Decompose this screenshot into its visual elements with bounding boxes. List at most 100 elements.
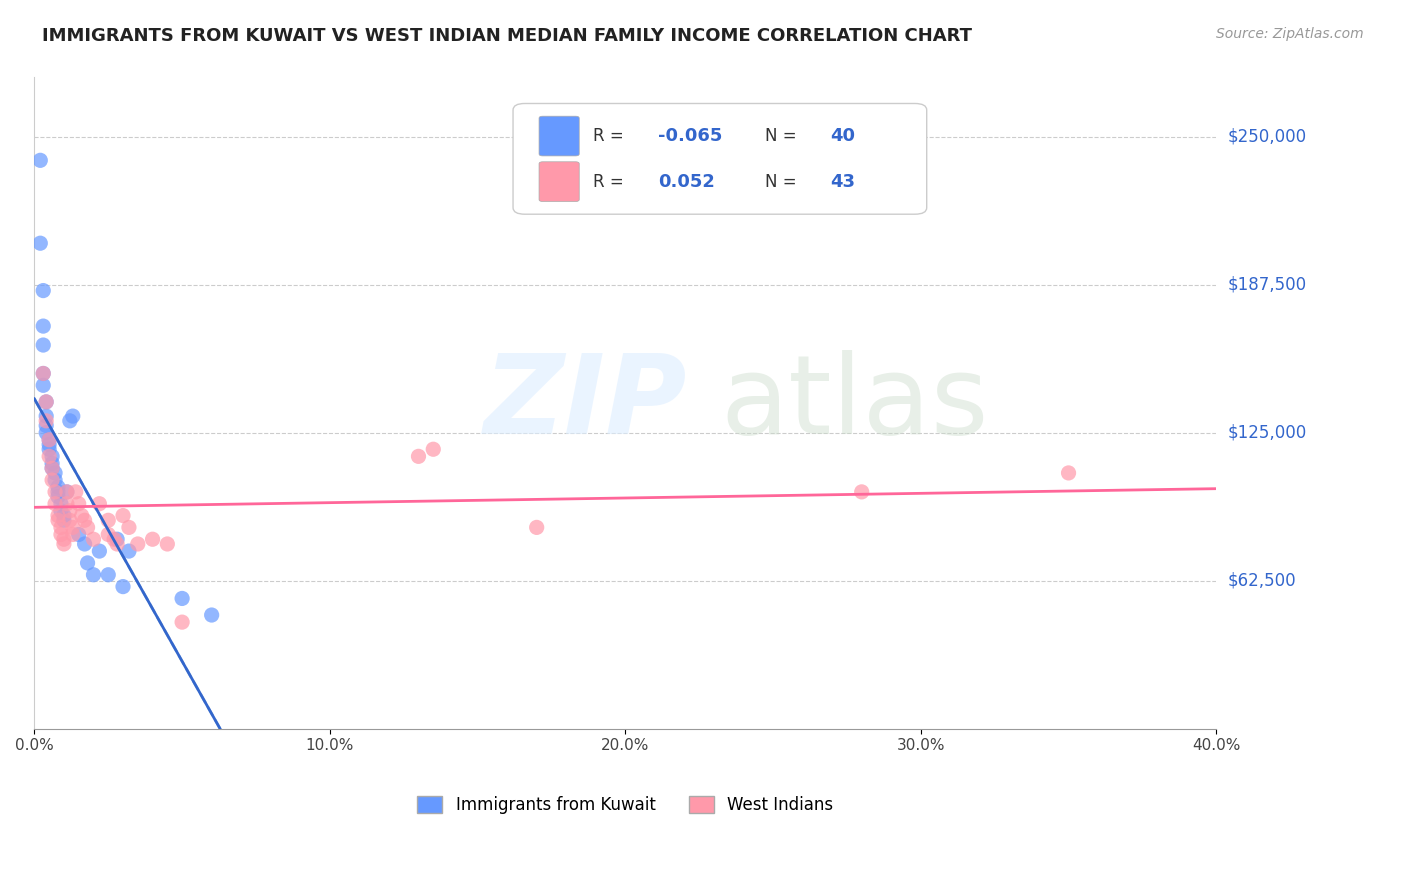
Text: $250,000: $250,000	[1227, 128, 1306, 145]
Point	[70, 508, 93, 523]
Point	[44, 484, 66, 499]
Text: $187,500: $187,500	[1227, 276, 1306, 293]
Point	[46, 513, 69, 527]
Text: 43: 43	[830, 173, 855, 191]
Point	[118, 544, 141, 558]
Point	[65, 484, 87, 499]
Point	[35, 425, 58, 440]
Point	[35, 395, 58, 409]
Point	[46, 480, 69, 494]
Point	[30, 236, 52, 251]
Point	[38, 437, 60, 451]
Point	[172, 591, 194, 606]
Text: ZIP: ZIP	[484, 350, 688, 457]
Point	[97, 527, 120, 541]
Point	[52, 513, 75, 527]
Point	[41, 450, 63, 464]
Point	[82, 533, 104, 547]
Point	[35, 409, 58, 423]
Point	[56, 484, 79, 499]
Point	[97, 513, 120, 527]
Point	[59, 513, 82, 527]
Point	[35, 414, 58, 428]
Point	[38, 450, 60, 464]
Point	[32, 338, 55, 352]
Point	[82, 567, 104, 582]
Point	[52, 533, 75, 547]
Point	[67, 527, 90, 541]
Point	[201, 607, 224, 622]
Point	[73, 537, 96, 551]
Point	[52, 537, 75, 551]
Point	[103, 533, 125, 547]
Point	[76, 556, 98, 570]
Text: R =: R =	[593, 127, 630, 145]
Point	[46, 490, 69, 504]
Point	[44, 473, 66, 487]
Legend: Immigrants from Kuwait, West Indians: Immigrants from Kuwait, West Indians	[411, 789, 839, 821]
Point	[35, 395, 58, 409]
Text: atlas: atlas	[720, 350, 988, 457]
Point	[30, 153, 52, 168]
Point	[35, 418, 58, 433]
Text: N =: N =	[765, 173, 801, 191]
Point	[41, 473, 63, 487]
Point	[49, 497, 72, 511]
Point	[89, 497, 111, 511]
Point	[32, 367, 55, 381]
Point	[44, 466, 66, 480]
Point	[127, 537, 149, 551]
Point	[89, 544, 111, 558]
Point	[38, 433, 60, 447]
Point	[422, 442, 444, 457]
Point	[41, 457, 63, 471]
Point	[118, 520, 141, 534]
Point	[76, 520, 98, 534]
Point	[41, 461, 63, 475]
Point	[62, 520, 84, 534]
Point	[851, 484, 873, 499]
Point	[156, 537, 179, 551]
Text: N =: N =	[765, 127, 801, 145]
Point	[67, 497, 90, 511]
Point	[62, 527, 84, 541]
Point	[62, 409, 84, 423]
Text: -0.065: -0.065	[658, 127, 723, 145]
Point	[46, 508, 69, 523]
Point	[44, 497, 66, 511]
Point	[97, 567, 120, 582]
Point	[32, 367, 55, 381]
Text: 0.052: 0.052	[658, 173, 716, 191]
Point	[49, 504, 72, 518]
FancyBboxPatch shape	[538, 116, 579, 156]
Point	[38, 433, 60, 447]
Point	[59, 504, 82, 518]
Point	[38, 442, 60, 457]
Point	[111, 508, 134, 523]
Text: R =: R =	[593, 173, 630, 191]
Text: Source: ZipAtlas.com: Source: ZipAtlas.com	[1216, 27, 1364, 41]
Text: $125,000: $125,000	[1227, 424, 1306, 442]
Point	[49, 527, 72, 541]
Point	[56, 497, 79, 511]
Text: 40: 40	[830, 127, 855, 145]
Point	[73, 513, 96, 527]
FancyBboxPatch shape	[538, 161, 579, 202]
Text: $62,500: $62,500	[1227, 572, 1296, 590]
Point	[52, 508, 75, 523]
Point	[49, 520, 72, 534]
Point	[111, 580, 134, 594]
Point	[32, 319, 55, 334]
Point	[526, 520, 548, 534]
Text: IMMIGRANTS FROM KUWAIT VS WEST INDIAN MEDIAN FAMILY INCOME CORRELATION CHART: IMMIGRANTS FROM KUWAIT VS WEST INDIAN ME…	[42, 27, 972, 45]
Point	[105, 537, 128, 551]
Point	[56, 484, 79, 499]
Point	[408, 450, 430, 464]
Point	[172, 615, 194, 629]
Point	[32, 378, 55, 392]
Point	[142, 533, 165, 547]
FancyBboxPatch shape	[513, 103, 927, 214]
Point	[105, 533, 128, 547]
Point	[59, 414, 82, 428]
Point	[1057, 466, 1080, 480]
